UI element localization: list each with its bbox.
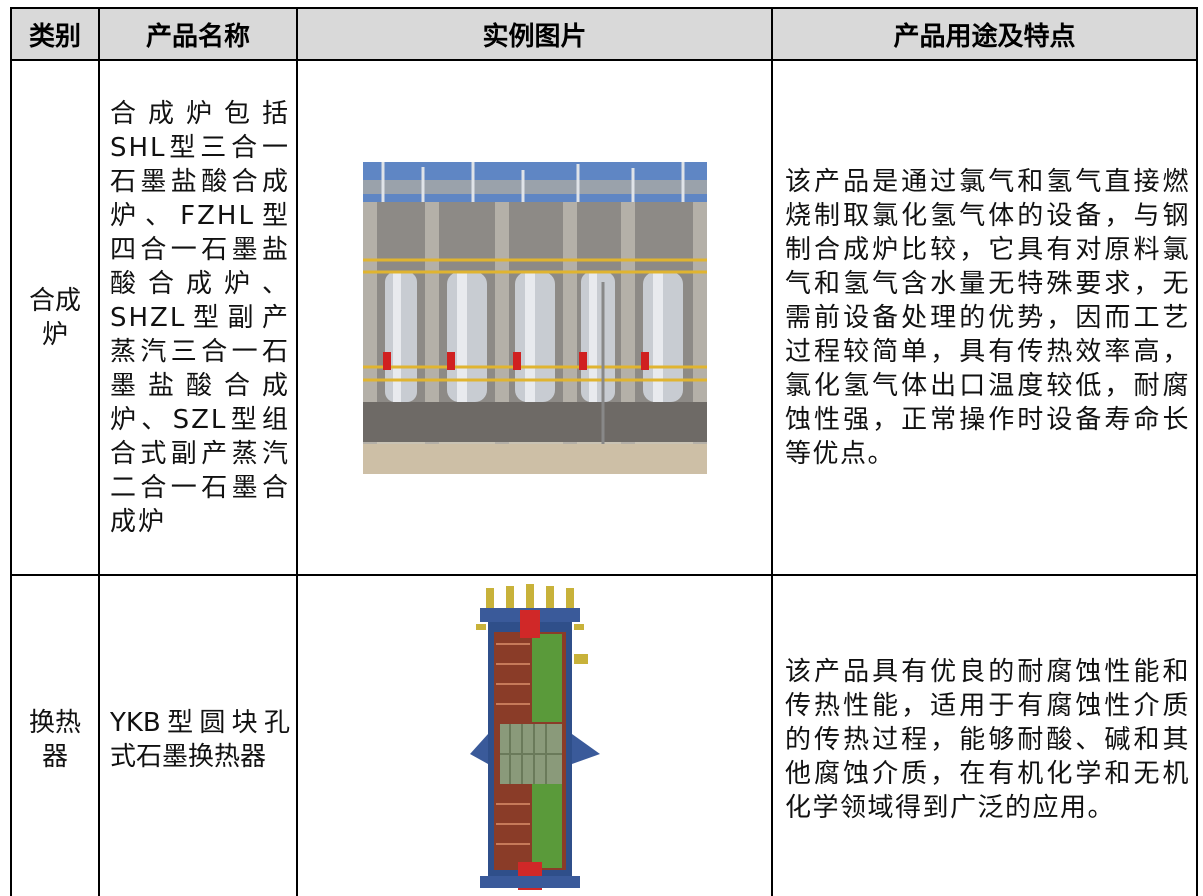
header-cell: 类别 [10, 7, 100, 61]
product-name: YKB型圆块孔式石墨换热器 [98, 574, 298, 896]
row: 换热器 YKB型圆块孔式石墨换热器 该产品具有优良的耐腐蚀性能和传热性能，适用于… [10, 574, 1198, 896]
image-cell [296, 574, 773, 896]
category: 换热器 [10, 574, 100, 896]
image-cell [296, 59, 773, 576]
header-cell: 产品名称 [98, 7, 298, 61]
description: 该产品具有优良的耐腐蚀性能和传热性能，适用于有腐蚀性介质的传热过程，能够耐酸、碱… [771, 574, 1198, 896]
furnace-photo [362, 161, 707, 474]
header-row: 类别 产品名称 实例图片 产品用途及特点 [10, 7, 1198, 61]
exchanger-illustration [469, 584, 600, 890]
product-table: 类别 产品名称 实例图片 产品用途及特点 合成炉 合成炉包括SHL型三合一石墨盐… [10, 7, 1198, 896]
header-cell: 实例图片 [296, 7, 773, 61]
header-cell: 产品用途及特点 [771, 7, 1198, 61]
category: 合成炉 [10, 59, 100, 576]
row: 合成炉 合成炉包括SHL型三合一石墨盐酸合成炉、FZHL型四合一石墨盐酸合成炉、… [10, 59, 1198, 576]
description: 该产品是通过氯气和氢气直接燃烧制取氯化氢气体的设备，与钢制合成炉比较，它具有对原… [771, 59, 1198, 576]
product-name: 合成炉包括SHL型三合一石墨盐酸合成炉、FZHL型四合一石墨盐酸合成炉、SHZL… [98, 59, 298, 576]
